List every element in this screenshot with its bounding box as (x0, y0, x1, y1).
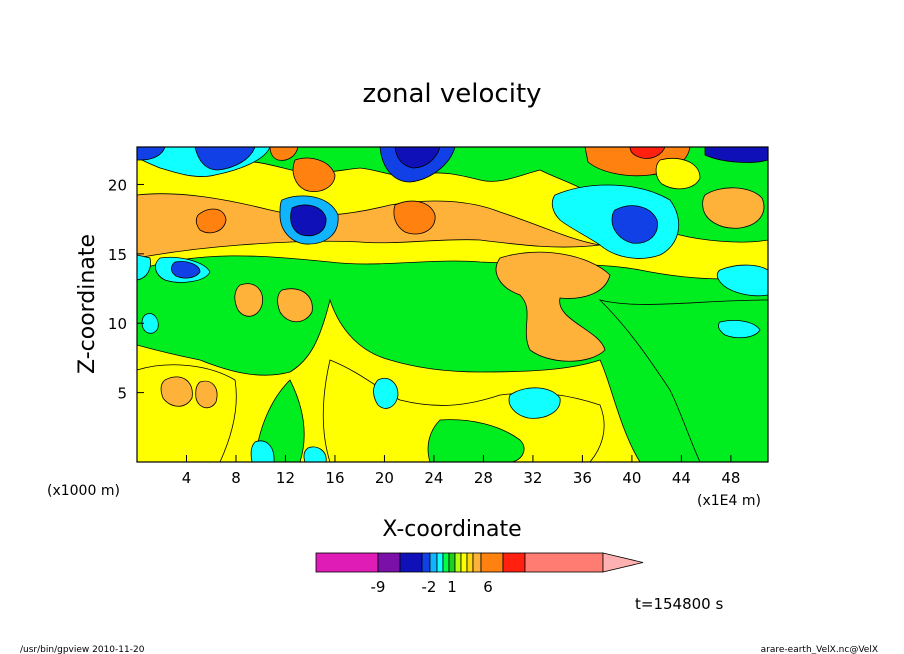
x-tick-label: 44 (672, 469, 691, 487)
y-axis: 5 10 15 20 (108, 176, 144, 403)
colorbar-swatch (466, 552, 474, 573)
footer-left: /usr/bin/gpview 2010-11-20 (20, 645, 145, 654)
contour-region (194, 147, 256, 171)
contour-region (170, 261, 201, 279)
x-axis-label: X-coordinate (382, 517, 521, 542)
time-label: t=154800 s (635, 595, 723, 613)
colorbar-swatch (472, 552, 482, 573)
x-tick-label: 48 (721, 469, 740, 487)
colorbar-extend-arrow (602, 552, 644, 573)
contour-region (508, 387, 561, 419)
colorbar-swatch (460, 552, 468, 573)
x-axis: 4 8 12 16 20 24 28 32 36 40 44 48 (182, 455, 740, 487)
contour-region (495, 251, 611, 362)
colorbar-tick-label: 1 (447, 578, 457, 596)
x-tick-label: 32 (523, 469, 542, 487)
contour-region (250, 440, 275, 462)
contour-region (598, 299, 768, 462)
colorbar-swatch (480, 552, 504, 573)
contour-region (611, 205, 658, 244)
x-tick-label: 4 (182, 469, 192, 487)
contour-region (195, 208, 227, 234)
x-units-right: (x1E4 m) (697, 493, 761, 509)
colorbar-tick-label: -2 (422, 578, 437, 596)
x-tick-label: 28 (474, 469, 493, 487)
colorbar-swatch (429, 552, 438, 573)
colorbar-tick-label: -9 (371, 578, 386, 596)
colorbar-swatch (377, 552, 401, 573)
contour-region (269, 147, 299, 161)
y-tick-label: 20 (108, 176, 127, 194)
x-tick-label: 20 (375, 469, 394, 487)
colorbar-swatch (448, 552, 456, 573)
contour-region (702, 187, 765, 229)
contour-region (292, 157, 336, 192)
contour-region (303, 446, 327, 462)
contour-region (394, 147, 441, 169)
plot-frame (136, 146, 769, 463)
colorbar-swatch (502, 552, 526, 573)
x-tick-label: 40 (622, 469, 641, 487)
x-tick-label: 24 (424, 469, 443, 487)
contour-region (160, 376, 193, 407)
x-units-left: (x1000 m) (47, 483, 120, 499)
contour-region (393, 200, 436, 235)
colorbar-swatch (442, 552, 450, 573)
contour-region (718, 320, 761, 339)
contour-region (277, 288, 313, 323)
y-tick-label: 5 (117, 385, 127, 403)
colorbar-tick-label: 6 (483, 578, 493, 596)
x-tick-label: 8 (231, 469, 241, 487)
contour-region (373, 378, 399, 409)
footer-right: arare-earth_VelX.nc@VelX (761, 645, 878, 654)
contour-region (427, 419, 525, 462)
colorbar-swatch (436, 552, 444, 573)
plot-area (137, 147, 768, 462)
contour-region (290, 204, 327, 237)
colorbar-swatch (421, 552, 431, 573)
contour-region (141, 313, 159, 334)
contour-region (716, 264, 768, 297)
colorbar-swatch (524, 552, 604, 573)
x-tick-label: 16 (325, 469, 344, 487)
x-tick-label: 12 (276, 469, 295, 487)
colorbar-swatch (315, 552, 379, 573)
contour-region (254, 379, 305, 462)
contour-region (137, 364, 237, 462)
colorbar-swatch (399, 552, 423, 573)
contour-region (655, 158, 701, 190)
contour-region (629, 147, 666, 159)
chart-title: zonal velocity (362, 79, 541, 109)
y-tick-label: 10 (108, 315, 127, 333)
contour-region (234, 283, 263, 317)
x-tick-label: 36 (573, 469, 592, 487)
contour-region (195, 380, 218, 409)
colorbar-swatch (454, 552, 462, 573)
colorbar: -9 -2 1 6 (315, 552, 644, 596)
y-axis-label: Z-coordinate (75, 234, 100, 374)
y-tick-label: 15 (108, 246, 127, 264)
